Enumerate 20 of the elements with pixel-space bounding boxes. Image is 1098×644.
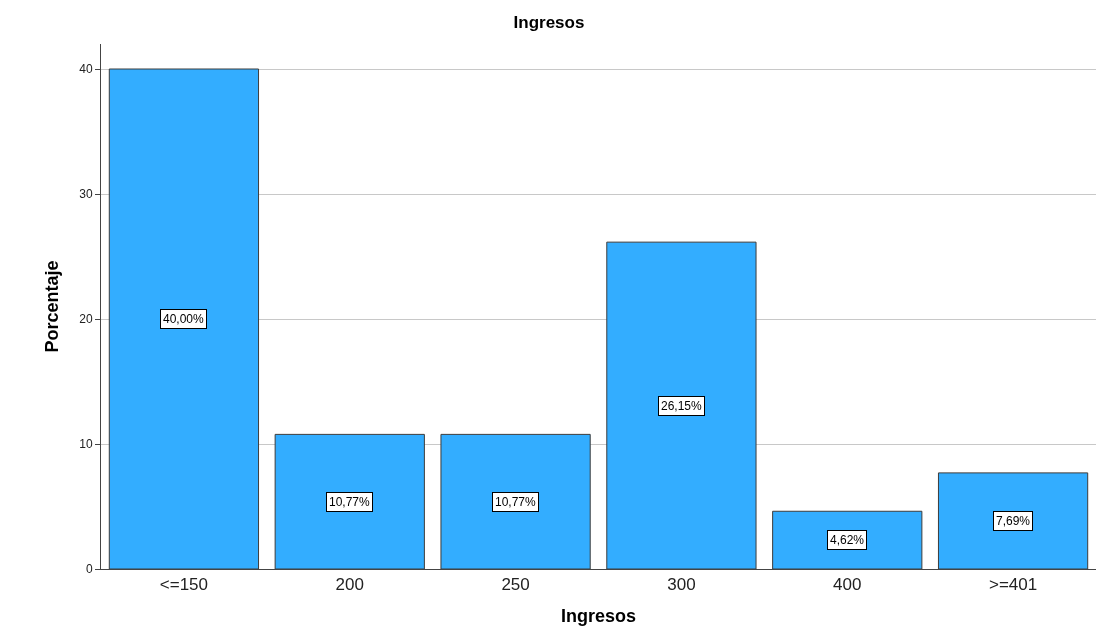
y-tick-label: 40 [79, 62, 93, 77]
data-label: 10,77% [329, 495, 371, 509]
x-tick-label: <=150 [159, 575, 209, 595]
y-axis-title: Porcentaje [42, 260, 63, 353]
chart-title: Ingresos [513, 13, 585, 32]
y-tick-label: 30 [79, 187, 93, 202]
y-tick-label: 10 [79, 437, 93, 452]
x-tick-label: 300 [667, 575, 696, 595]
x-axis-title: Ingresos [560, 605, 637, 626]
data-label: 40,00% [163, 312, 205, 326]
data-label: 26,15% [661, 399, 703, 413]
y-tick-label: 20 [79, 312, 93, 327]
data-label: 10,77% [495, 495, 537, 509]
x-tick-label: 250 [501, 575, 530, 595]
data-label: 4,62% [830, 533, 865, 547]
x-tick-label: 200 [335, 575, 364, 595]
data-label: 7,69% [996, 514, 1031, 528]
x-tick-label: >=401 [988, 575, 1038, 595]
x-tick-label: 400 [833, 575, 862, 595]
y-tick-label: 0 [85, 562, 93, 577]
